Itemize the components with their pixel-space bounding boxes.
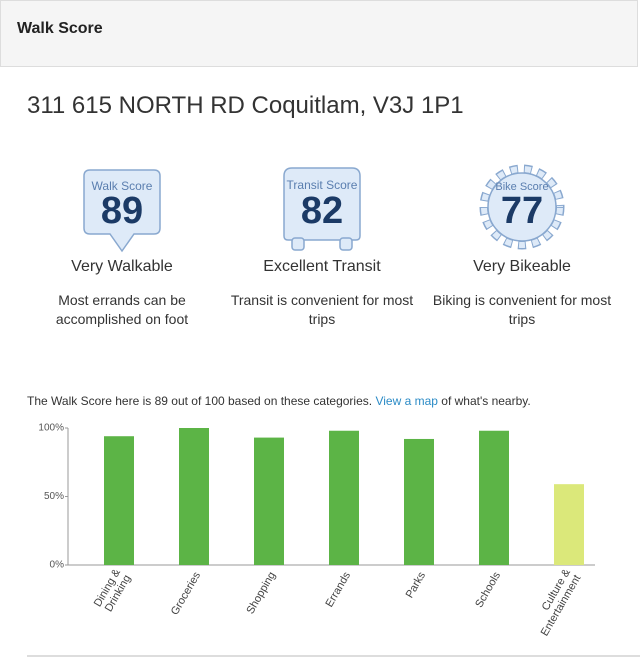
y-tick-label: 0% xyxy=(50,560,65,571)
gear-teeth-fill xyxy=(481,166,563,248)
bike-badge: Bike Score 77 xyxy=(479,164,565,250)
divider xyxy=(27,655,640,657)
map-link[interactable]: View a map xyxy=(375,394,438,408)
bus-wheel xyxy=(291,237,305,251)
score-label: Very Walkable xyxy=(71,258,173,275)
bar xyxy=(104,436,134,565)
x-tick-label: Errands xyxy=(323,570,353,610)
badge-title: Transit Score xyxy=(287,178,358,192)
x-tick-label: Dining &Drinking xyxy=(92,566,134,615)
score-description: Biking is convenient for most trips xyxy=(432,292,612,327)
badge-title: Walk Score xyxy=(92,179,153,193)
gear-body xyxy=(487,172,557,242)
y-tick-label: 50% xyxy=(44,491,64,502)
score-label: Excellent Transit xyxy=(263,258,381,275)
x-tick-label: Parks xyxy=(404,570,429,601)
bar xyxy=(254,437,284,565)
intro-text: The Walk Score here is 89 out of 100 bas… xyxy=(27,394,531,408)
bar xyxy=(404,438,434,565)
address: 311 615 NORTH RD Coquitlam, V3J 1P1 xyxy=(27,92,464,119)
intro-before: The Walk Score here is 89 out of 100 bas… xyxy=(27,394,373,408)
bus-wheel xyxy=(339,237,353,251)
score-description: Most errands can be accomplished on foot xyxy=(55,292,189,327)
score-label: Very Bikeable xyxy=(473,258,571,275)
bar xyxy=(479,430,509,565)
bar xyxy=(179,428,209,565)
transit-badge: Transit Score 82 xyxy=(283,167,361,251)
header-title: Walk Score xyxy=(17,20,103,37)
y-tick-label: 100% xyxy=(38,423,64,434)
x-tick-label: Shopping xyxy=(244,570,278,616)
badge-score: 77 xyxy=(501,190,543,232)
intro-after: of what's nearby. xyxy=(441,394,531,408)
walk-badge: Walk Score 89 xyxy=(83,169,161,253)
badge-title: Bike Score xyxy=(495,181,548,193)
bar xyxy=(554,484,584,565)
bar xyxy=(329,430,359,565)
badge-shape xyxy=(283,167,361,241)
badge-score: 89 xyxy=(101,190,143,232)
badge-shape xyxy=(83,169,161,253)
x-tick-label: Culture &Entertainment xyxy=(528,566,583,638)
x-tick-label: Groceries xyxy=(169,570,203,618)
header-bar xyxy=(0,0,638,67)
score-description: Transit is convenient for most trips xyxy=(230,292,414,327)
x-tick-label: Schools xyxy=(473,570,503,610)
badge-score: 82 xyxy=(301,190,343,232)
